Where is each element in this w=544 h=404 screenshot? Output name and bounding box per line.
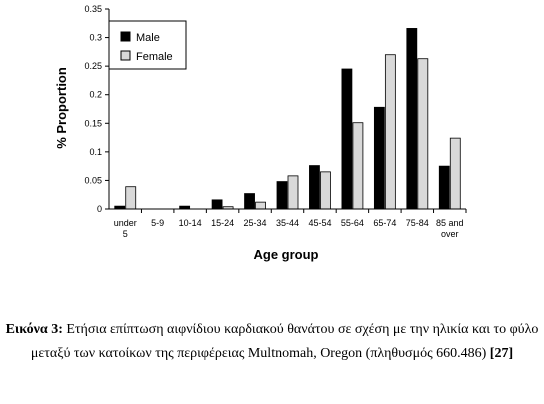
bar-male-9 (406, 28, 418, 210)
y-tick-label: 0.15 (84, 118, 102, 128)
bar-male-6 (309, 165, 320, 210)
caption-lead: Εικόνα 3: (5, 322, 63, 337)
bar-female-9 (417, 58, 429, 210)
bar-male-7 (341, 68, 353, 210)
x-tick-label: 5 (123, 229, 128, 239)
y-tick-label: 0.3 (89, 33, 102, 43)
bar-female-7 (352, 122, 364, 210)
y-tick-label: 0.25 (84, 61, 102, 71)
bar-male-10 (438, 165, 450, 210)
bar-female-8 (384, 54, 396, 210)
x-tick-label: 15-24 (211, 218, 234, 228)
x-axis-title: Age group (254, 247, 319, 262)
x-tick-label: 55-64 (341, 218, 364, 228)
bar-female-0 (125, 186, 137, 210)
x-tick-label: 45-54 (308, 218, 331, 228)
x-tick-label: 85 and (436, 218, 464, 228)
figure-caption: Εικόνα 3: Ετήσια επίπτωση αιφνίδιου καρδ… (0, 318, 544, 366)
bar-male-3 (211, 199, 223, 210)
x-tick-label: 35-44 (276, 218, 299, 228)
legend-box (108, 20, 187, 70)
bar-male-8 (373, 106, 385, 210)
legend: Male Female (108, 20, 187, 70)
caption-text: Ετήσια επίπτωση αιφνίδιου καρδιακού θανά… (30, 322, 539, 361)
x-tick-label: 10-14 (179, 218, 202, 228)
x-tick-label: 65-74 (373, 218, 396, 228)
y-tick-label: 0.05 (84, 175, 102, 185)
legend-label-female: Female (136, 51, 173, 63)
bar-female-6 (320, 171, 331, 210)
y-tick-label: 0.35 (84, 4, 102, 14)
bar-female-5 (287, 175, 299, 210)
bar-male-5 (276, 181, 288, 210)
y-tick-label: 0.1 (89, 147, 102, 157)
y-axis-ticks: 0 0.05 0.1 0.15 0.2 0.25 0.3 0.35 (84, 4, 109, 214)
x-tick-label: 5-9 (151, 218, 164, 228)
x-tick-label: under (114, 218, 137, 228)
caption-reference: [27] (489, 346, 514, 361)
legend-swatch-male (120, 31, 131, 42)
x-tick-label: 75-84 (406, 218, 429, 228)
y-tick-label: 0 (97, 204, 102, 214)
y-tick-label: 0.2 (89, 90, 102, 100)
legend-label-male: Male (136, 32, 160, 44)
bar-male-4 (244, 193, 255, 210)
x-tick-label: 25-34 (244, 218, 267, 228)
legend-swatch-female (120, 50, 131, 61)
y-axis-title: % Proportion (54, 67, 69, 149)
x-tick-label: over (441, 229, 459, 239)
bar-female-10 (449, 137, 461, 210)
bar-female-4 (255, 201, 266, 210)
